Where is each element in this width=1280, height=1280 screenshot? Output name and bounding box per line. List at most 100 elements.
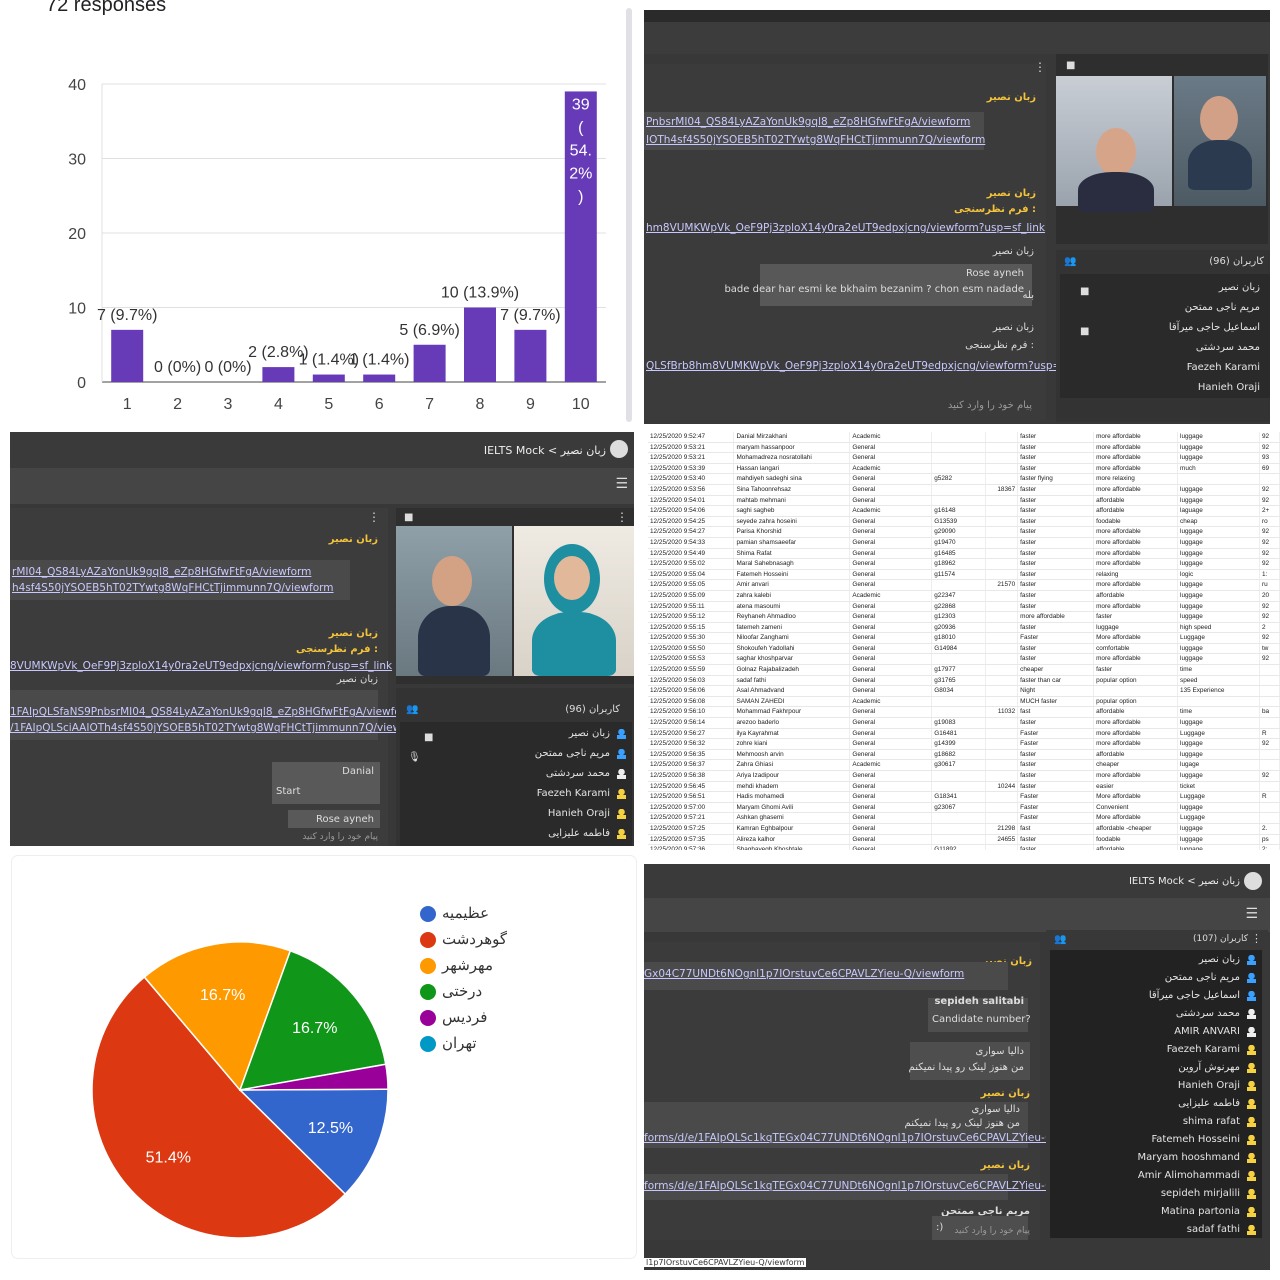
user-item[interactable]: Fatemeh Hosseini — [1151, 1134, 1240, 1145]
table-cell[interactable]: R — [1259, 791, 1280, 803]
table-cell[interactable]: 92 — [1259, 495, 1280, 507]
table-cell[interactable]: luggage — [1177, 770, 1260, 782]
table-cell[interactable]: g19083 — [931, 717, 987, 729]
table-cell[interactable]: General — [849, 675, 933, 687]
table-cell[interactable] — [985, 643, 1019, 655]
table-cell[interactable]: ps — [1259, 834, 1280, 846]
table-cell[interactable]: General — [849, 834, 933, 846]
form-link[interactable]: hm8VUMKWpVk_OeF9Pj3zploX14y0ra2eUT9edpxj… — [646, 222, 1045, 234]
table-cell[interactable]: cheaper — [1017, 664, 1095, 676]
table-cell[interactable]: G13539 — [931, 516, 987, 528]
table-cell[interactable]: 12/25/2020 9:56:51 — [648, 791, 735, 803]
table-cell[interactable]: General — [849, 738, 933, 750]
table-cell[interactable] — [931, 653, 987, 666]
table-cell[interactable]: g19470 — [931, 537, 987, 549]
table-cell[interactable]: logic — [1177, 569, 1260, 581]
table-cell[interactable] — [985, 632, 1019, 644]
table-cell[interactable]: R — [1259, 728, 1280, 740]
table-cell[interactable] — [931, 706, 987, 719]
table-cell[interactable]: faster — [1017, 653, 1095, 666]
menu-icon[interactable]: ⋮ — [1034, 60, 1046, 74]
table-cell[interactable] — [985, 664, 1019, 676]
table-cell[interactable]: affordable — [1093, 505, 1179, 517]
table-cell[interactable]: faster — [1017, 643, 1095, 655]
table-cell[interactable]: 12/25/2020 9:54:06 — [648, 505, 735, 517]
table-cell[interactable]: 12/25/2020 9:55:11 — [648, 601, 735, 613]
table-cell[interactable]: 10244 — [985, 781, 1019, 793]
table-cell[interactable]: Mohammad Fakhrpour — [733, 706, 851, 719]
table-cell[interactable] — [931, 442, 987, 454]
table-cell[interactable]: luggage — [1177, 749, 1260, 761]
table-cell[interactable]: General — [849, 844, 933, 850]
table-cell[interactable]: 18367 — [985, 484, 1019, 496]
table-cell[interactable]: luggage — [1177, 601, 1260, 613]
table-cell[interactable]: g16485 — [931, 548, 987, 560]
table-cell[interactable] — [1259, 781, 1280, 793]
table-cell[interactable]: 24655 — [985, 834, 1019, 846]
table-cell[interactable] — [1259, 664, 1280, 676]
table-cell[interactable]: General — [849, 770, 933, 782]
message-input[interactable]: پیام خود را وارد کنید — [947, 400, 1032, 411]
table-cell[interactable] — [985, 770, 1019, 782]
table-cell[interactable]: g17977 — [931, 664, 987, 676]
user-item[interactable]: فاطمه علیزایی — [548, 828, 610, 839]
table-cell[interactable] — [985, 759, 1019, 771]
user-item[interactable]: Maryam hooshmand — [1137, 1152, 1240, 1163]
table-cell[interactable]: 12/25/2020 9:56:14 — [648, 717, 735, 729]
table-cell[interactable] — [985, 601, 1019, 613]
table-cell[interactable]: g12303 — [931, 611, 987, 623]
table-cell[interactable]: General — [849, 473, 933, 485]
table-cell[interactable]: General — [849, 548, 933, 560]
user-item[interactable]: Hanieh Oraji — [1177, 1080, 1240, 1091]
table-cell[interactable]: g18962 — [931, 558, 987, 570]
table-cell[interactable]: Luggage — [1177, 632, 1260, 644]
table-cell[interactable] — [1259, 685, 1280, 697]
table-cell[interactable]: 92 — [1259, 432, 1280, 443]
table-cell[interactable] — [931, 823, 987, 835]
table-cell[interactable]: 135 Experience — [1177, 685, 1260, 697]
table-cell[interactable]: fatemeh zameni — [733, 622, 851, 634]
table-cell[interactable]: faster — [1017, 579, 1095, 591]
table-cell[interactable] — [931, 770, 987, 782]
user-item[interactable]: زبان نصیر — [1218, 282, 1260, 293]
table-cell[interactable]: G16481 — [931, 728, 987, 740]
table-cell[interactable]: 92 — [1259, 611, 1280, 623]
table-cell[interactable]: faster — [1017, 717, 1095, 729]
table-cell[interactable]: General — [849, 685, 933, 697]
table-cell[interactable]: Ariya Izadipour — [733, 770, 851, 782]
table-cell[interactable]: sadaf fathi — [733, 675, 851, 687]
table-cell[interactable]: 12/25/2020 9:53:21 — [648, 452, 735, 464]
table-cell[interactable] — [931, 812, 987, 824]
table-cell[interactable]: faster — [1017, 569, 1095, 581]
table-cell[interactable]: ticket — [1177, 781, 1260, 793]
table-cell[interactable]: laguage — [1177, 505, 1260, 517]
table-cell[interactable] — [1259, 812, 1280, 824]
table-cell[interactable] — [931, 432, 987, 443]
table-cell[interactable]: saghi sagheb — [733, 505, 851, 517]
table-cell[interactable]: time — [1177, 706, 1260, 719]
table-cell[interactable]: 12/25/2020 9:54:33 — [648, 537, 735, 549]
user-item[interactable]: زبان نصیر — [568, 728, 610, 739]
table-cell[interactable]: 12/25/2020 9:53:39 — [648, 463, 735, 475]
table-cell[interactable]: luggage — [1093, 622, 1179, 634]
table-cell[interactable]: SAMAN ZAHEDI — [733, 696, 851, 708]
table-cell[interactable]: Shaghayegh Khoshtale — [733, 844, 851, 850]
user-item[interactable]: محمد سردشتی — [1175, 1008, 1240, 1019]
table-cell[interactable]: faster — [1017, 505, 1095, 517]
table-cell[interactable]: more relaxing — [1093, 473, 1179, 485]
form-link[interactable]: h4sf4S50jYSOEB5hT02TYwtg8WqFHCtTjimmunn7… — [12, 582, 334, 594]
table-cell[interactable] — [1259, 749, 1280, 761]
table-cell[interactable]: g5282 — [931, 473, 987, 485]
table-cell[interactable]: faster — [1017, 452, 1095, 464]
table-cell[interactable] — [985, 442, 1019, 454]
table-cell[interactable]: 92 — [1259, 632, 1280, 644]
table-cell[interactable]: 12/25/2020 9:55:30 — [648, 632, 735, 644]
table-cell[interactable]: Convenient — [1093, 802, 1179, 814]
table-cell[interactable]: 12/25/2020 9:56:08 — [648, 696, 735, 708]
table-cell[interactable]: General — [849, 442, 933, 454]
table-cell[interactable]: Academic — [849, 590, 933, 602]
user-item[interactable]: مریم ناجی ممتحن — [534, 748, 610, 759]
table-cell[interactable]: faster — [1017, 844, 1095, 850]
table-cell[interactable]: 12/25/2020 9:54:27 — [648, 526, 735, 538]
table-cell[interactable]: Alireza kalhor — [733, 834, 851, 846]
